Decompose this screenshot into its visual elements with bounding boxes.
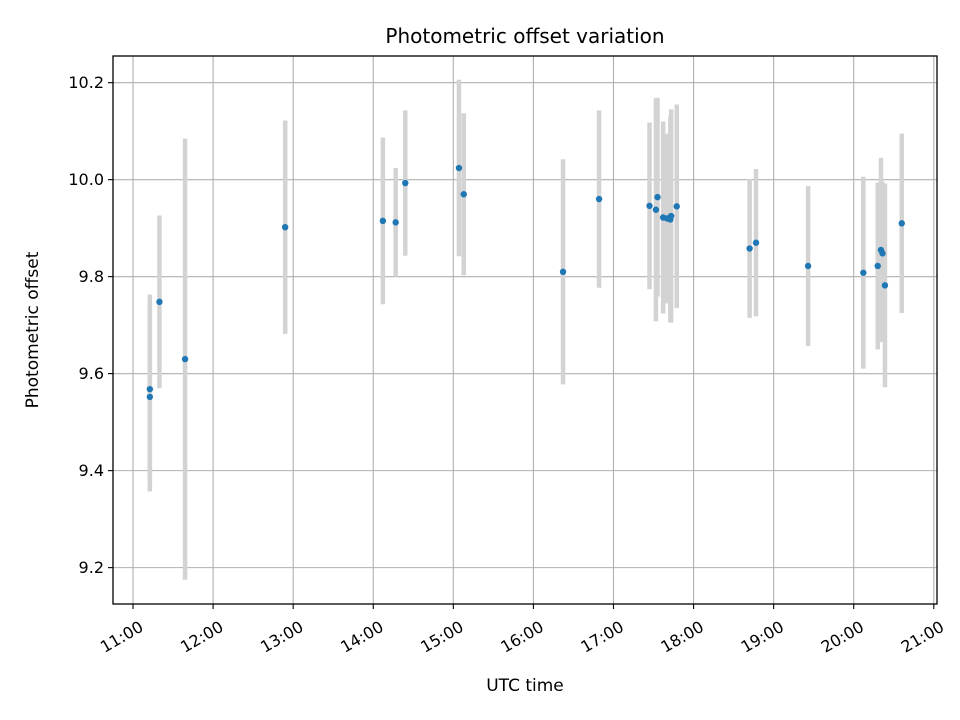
data-point bbox=[181, 355, 189, 363]
data-point bbox=[667, 212, 675, 220]
y-tick-label: 9.8 bbox=[79, 267, 104, 286]
x-axis-label: UTC time bbox=[486, 676, 564, 696]
data-point bbox=[673, 203, 680, 210]
y-tick-label: 10.2 bbox=[68, 73, 104, 92]
y-axis-label: Photometric offset bbox=[23, 251, 43, 408]
grid bbox=[113, 56, 937, 604]
data-point bbox=[460, 191, 467, 198]
data-points bbox=[146, 164, 905, 401]
y-tick-label: 9.4 bbox=[79, 461, 104, 480]
data-point bbox=[595, 195, 603, 203]
data-point bbox=[156, 298, 163, 306]
data-point bbox=[804, 262, 812, 270]
data-point bbox=[392, 219, 399, 226]
chart-title: Photometric offset variation bbox=[385, 24, 664, 48]
data-point bbox=[752, 239, 760, 246]
data-point bbox=[654, 193, 661, 201]
data-point bbox=[402, 179, 409, 187]
data-point bbox=[860, 269, 867, 276]
data-point bbox=[379, 217, 387, 225]
y-tick-label: 9.2 bbox=[79, 558, 104, 577]
data-point bbox=[146, 393, 154, 401]
data-point bbox=[652, 206, 660, 213]
data-point bbox=[559, 268, 567, 276]
data-point bbox=[879, 250, 886, 257]
data-point bbox=[646, 202, 653, 210]
data-point bbox=[146, 385, 154, 393]
data-point bbox=[898, 220, 905, 227]
data-point bbox=[881, 282, 889, 289]
plot-frame bbox=[112, 55, 938, 605]
y-axis-ticks: 9.2 9.4 9.6 9.8 10.0 10.2 bbox=[68, 73, 113, 577]
y-tick-label: 9.6 bbox=[79, 364, 104, 383]
data-point bbox=[874, 262, 881, 270]
data-point bbox=[455, 164, 463, 172]
y-tick-label: 10.0 bbox=[68, 170, 104, 189]
data-point bbox=[281, 223, 289, 231]
data-point bbox=[746, 245, 753, 252]
